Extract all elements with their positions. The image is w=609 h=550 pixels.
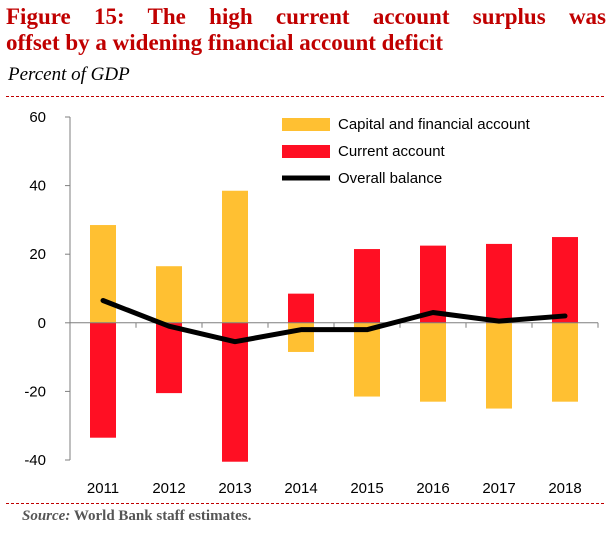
x-tick-label: 2014 (284, 480, 317, 497)
bar-capital-and-financial-account-2012 (156, 266, 182, 323)
y-tick-label: -40 (24, 452, 46, 469)
legend-label: Capital and financial account (338, 116, 531, 133)
source-label: Source: (22, 508, 71, 524)
figure-title-line-1: Figure 15: The high current account surp… (6, 4, 606, 29)
x-tick-label: 2018 (548, 480, 581, 497)
figure-title-line-2: offset by a widening financial account d… (6, 30, 443, 55)
y-tick-label: 60 (29, 109, 46, 126)
legend-label: Current account (338, 143, 446, 160)
bar-current-account-2011 (90, 322, 116, 438)
bottom-divider (6, 503, 604, 504)
bar-capital-and-financial-account-2011 (90, 225, 116, 323)
bar-capital-and-financial-account-2016 (420, 322, 446, 402)
source-text: World Bank staff estimates. (70, 508, 252, 524)
bar-current-account-2018 (552, 237, 578, 323)
source-note: Source: World Bank staff estimates. (22, 508, 251, 525)
y-tick-label: -20 (24, 383, 46, 400)
x-tick-label: 2011 (87, 480, 119, 497)
bar-capital-and-financial-account-2018 (552, 322, 578, 402)
figure-title: Figure 15: The high current account surp… (6, 4, 606, 56)
bar-current-account-2013 (222, 322, 248, 462)
series-line-overall-balance (100, 298, 568, 345)
x-tick-label: 2017 (482, 480, 515, 497)
bar-capital-and-financial-account-2015 (354, 322, 380, 397)
x-tick-label: 2015 (350, 480, 383, 497)
legend-swatch (282, 145, 330, 158)
bar-capital-and-financial-account-2013 (222, 190, 248, 323)
bar-current-account-2012 (156, 322, 182, 394)
y-tick-label: 40 (29, 178, 46, 195)
legend-swatch (282, 118, 330, 131)
x-tick-label: 2013 (218, 480, 251, 497)
figure-subtitle: Percent of GDP (8, 64, 130, 85)
x-tick-label: 2016 (416, 480, 449, 497)
bar-capital-and-financial-account-2017 (486, 322, 512, 409)
y-tick-label: 20 (29, 246, 46, 263)
top-divider (6, 96, 604, 97)
y-tick-label: 0 (38, 315, 46, 332)
x-tick-label: 2012 (152, 480, 185, 497)
bar-current-account-2015 (354, 249, 380, 323)
bar-current-account-2016 (420, 245, 446, 323)
legend-label: Overall balance (338, 170, 442, 187)
bar-current-account-2017 (486, 243, 512, 323)
bar-current-account-2014 (288, 293, 314, 323)
